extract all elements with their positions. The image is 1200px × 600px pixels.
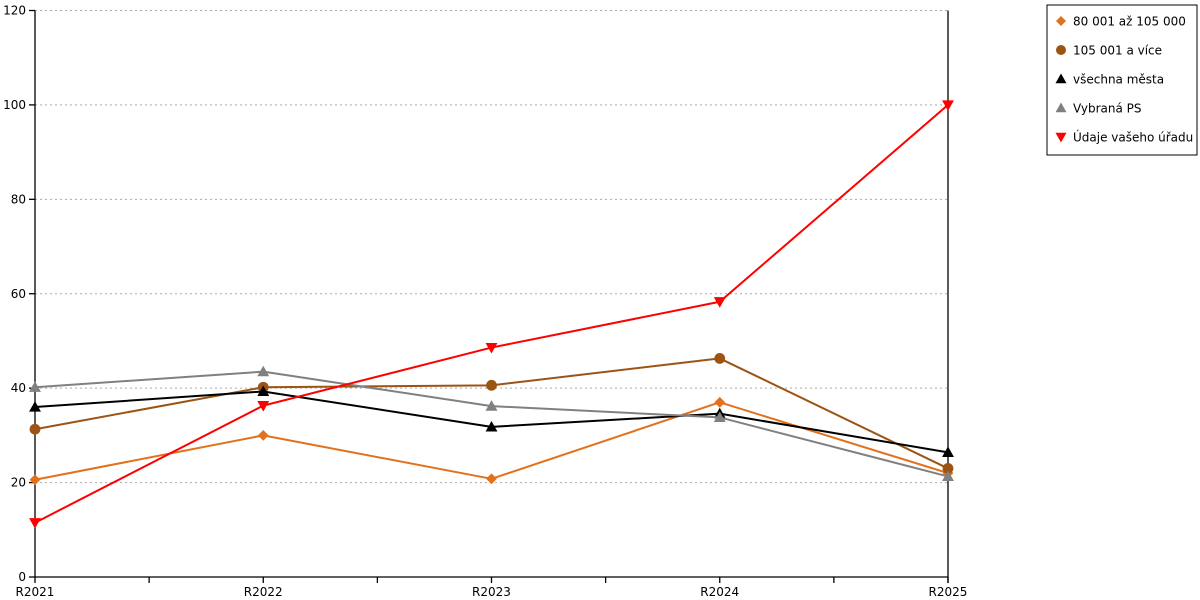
series-line-4: [34, 103, 949, 524]
x-tick-label: R2024: [700, 585, 739, 599]
data-point-marker: [713, 411, 726, 423]
legend-label: Vybraná PS: [1073, 102, 1142, 116]
y-tick-label: 80: [11, 192, 26, 206]
legend-triangle-down-icon: [1055, 132, 1067, 143]
data-point-marker: [714, 353, 726, 364]
legend-triangle-up-icon: [1055, 102, 1067, 113]
data-point-marker: [486, 473, 497, 485]
legend-triangle-up-icon: [1055, 73, 1067, 84]
data-point-marker: [942, 470, 954, 482]
x-tick-label: R2023: [472, 585, 511, 599]
data-point-marker: [257, 365, 270, 377]
data-point-marker: [485, 342, 498, 354]
legend-item: všechna města: [1055, 73, 1164, 87]
legend-label: všechna města: [1073, 73, 1164, 87]
legend-item: Vybraná PS: [1055, 102, 1142, 116]
legend-label: 105 001 a více: [1073, 44, 1162, 58]
data-point-marker: [713, 297, 726, 308]
data-point-marker: [485, 400, 498, 411]
legend-box: [1046, 4, 1198, 156]
data-point-marker: [29, 423, 41, 435]
data-point-marker: [942, 463, 954, 474]
data-point-marker: [257, 385, 270, 397]
data-point-marker: [257, 401, 270, 412]
y-tick-label: 20: [11, 476, 26, 490]
legend-label: Údaje vašeho úřadu: [1073, 130, 1193, 145]
x-tick-label: R2021: [16, 585, 55, 599]
data-point-marker: [29, 474, 41, 486]
data-point-marker: [29, 401, 41, 412]
y-tick-label: 60: [11, 287, 26, 301]
data-point-marker: [942, 446, 954, 457]
x-tick-label: R2025: [929, 585, 968, 599]
legend-item: 80 001 až 105 000: [1056, 15, 1186, 29]
legend-label: 80 001 až 105 000: [1073, 15, 1186, 29]
legend-item: 105 001 a více: [1056, 44, 1162, 58]
x-tick-label: R2022: [244, 585, 283, 599]
data-point-marker: [942, 100, 954, 111]
y-tick-label: 120: [3, 4, 26, 18]
data-point-marker: [485, 420, 498, 432]
y-tick-label: 100: [3, 98, 26, 112]
legend-circle-icon: [1056, 45, 1066, 55]
data-point-marker: [257, 429, 269, 441]
y-tick-label: 0: [18, 570, 26, 584]
data-point-marker: [29, 518, 41, 529]
data-point-marker: [714, 396, 726, 408]
legend-diamond-icon: [1056, 16, 1066, 26]
legend-item: Údaje vašeho úřadu: [1055, 130, 1193, 145]
data-point-marker: [29, 381, 41, 392]
data-point-marker: [486, 379, 497, 391]
legend: 80 001 až 105 000 105 001 a více všechna m…: [1046, 4, 1198, 156]
y-tick-label: 40: [11, 381, 26, 395]
